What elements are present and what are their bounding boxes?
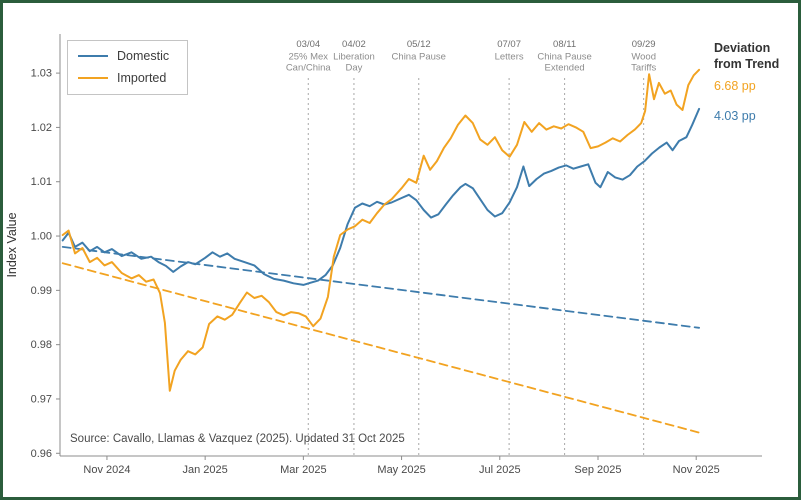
series-domestic-trend (61, 245, 700, 329)
y-tick-label: 1.02 (31, 122, 52, 134)
event-description-label: China Pause (392, 52, 446, 63)
event-description-label: Liberation (333, 52, 375, 63)
x-tick-label: May 2025 (377, 464, 425, 476)
series-layer (61, 68, 701, 434)
y-tick-label: 0.96 (31, 448, 52, 460)
deviation-panel: Deviation from Trend 6.68 pp 4.03 pp (714, 40, 790, 123)
y-tick-label: 0.98 (31, 339, 52, 351)
event-description-label: China Pause (537, 52, 591, 63)
y-tick-label: 0.97 (31, 393, 52, 405)
deviation-title: Deviation from Trend (714, 41, 780, 71)
event-description-label: Wood (631, 52, 656, 63)
deviation-value-domestic: 4.03 pp (714, 109, 756, 123)
y-tick-label: 1.00 (31, 231, 52, 243)
y-tick-label: 1.03 (31, 68, 52, 80)
legend-item-domestic: Domestic (78, 49, 169, 63)
event-description-label: Extended (545, 63, 585, 74)
x-tick-label: Nov 2025 (673, 464, 720, 476)
x-tick-label: Mar 2025 (280, 464, 326, 476)
x-tick-label: Jul 2025 (479, 464, 521, 476)
imported-line-swatch (78, 77, 108, 79)
legend-label-domestic: Domestic (117, 49, 170, 63)
event-description-label: Letters (495, 52, 524, 63)
legend: Domestic Imported (67, 40, 189, 95)
series-imported (61, 68, 701, 392)
deviation-value-imported: 6.68 pp (714, 79, 756, 93)
series-domestic (61, 107, 701, 286)
event-description-label: Can/China (286, 63, 332, 74)
event-date-label: 09/29 (632, 39, 656, 50)
legend-item-imported: Imported (78, 71, 169, 85)
x-tick-label: Sep 2025 (574, 464, 621, 476)
event-date-label: 05/12 (407, 39, 431, 50)
domestic-line-swatch (78, 55, 108, 57)
event-date-label: 03/04 (296, 39, 320, 50)
event-description-label: 25% Mex (288, 52, 328, 63)
series-imported-trend (61, 262, 700, 434)
event-description-label: Tariffs (631, 63, 656, 74)
y-tick-label: 1.01 (31, 176, 52, 188)
event-date-label: 07/07 (497, 39, 521, 50)
y-tick-label: 0.99 (31, 285, 52, 297)
x-tick-label: Jan 2025 (183, 464, 228, 476)
axes-layer: 0.96 0.97 0.98 0.99 1.00 1.01 1.02 1.03 Nov 2024… (31, 34, 762, 476)
y-axis-title: Index Value (5, 212, 19, 277)
event-description-label: Day (345, 63, 362, 74)
event-date-label: 04/02 (342, 39, 366, 50)
event-date-label: 08/11 (553, 39, 576, 50)
legend-label-imported: Imported (117, 71, 167, 85)
source-note: Source: Cavallo, Llamas & Vazquez (2025)… (70, 433, 405, 445)
x-tick-label: Nov 2024 (83, 464, 130, 476)
